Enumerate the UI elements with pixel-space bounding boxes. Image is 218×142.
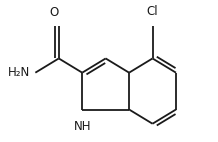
Text: O: O <box>49 6 58 19</box>
Text: Cl: Cl <box>147 5 158 18</box>
Text: NH: NH <box>73 120 91 133</box>
Text: H₂N: H₂N <box>8 66 30 79</box>
